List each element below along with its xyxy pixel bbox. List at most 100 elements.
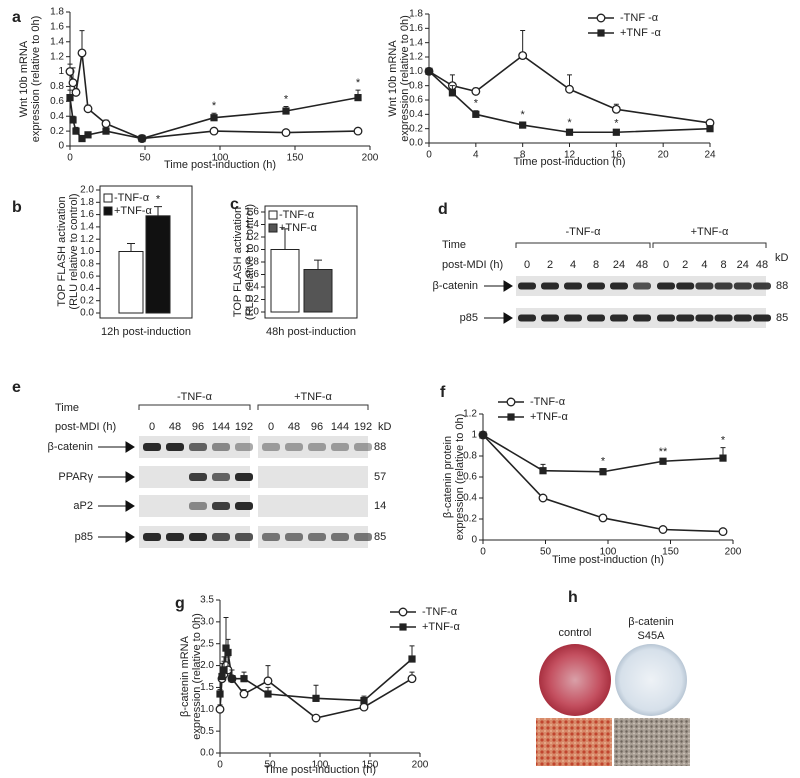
y-axis-label: expression (relative to 0h) <box>191 613 203 740</box>
blot-band <box>212 533 230 541</box>
y-tick-label: 2.5 <box>200 638 214 649</box>
panel-letter: a <box>12 9 21 26</box>
y-tick-label: 0.2 <box>463 514 477 525</box>
x-tick-label: 150 <box>287 153 304 164</box>
blot-band <box>331 533 349 541</box>
y-tick-label: 1.2 <box>80 234 94 245</box>
legend-marker <box>398 607 408 617</box>
data-point <box>210 114 218 122</box>
blot-band <box>564 314 582 322</box>
blot-band <box>235 502 253 510</box>
y-tick-label: 1.2 <box>245 232 259 243</box>
data-point <box>240 675 248 683</box>
y-tick-label: 0.0 <box>80 308 94 319</box>
group-bracket <box>515 242 651 248</box>
legend-label: +TNF-α <box>114 205 152 217</box>
plot-frame <box>264 205 358 319</box>
y-tick-label: 1.4 <box>245 219 259 230</box>
x-tick-label: 20 <box>658 150 670 161</box>
data-point <box>408 655 416 663</box>
blot-band <box>695 314 714 322</box>
data-point <box>102 127 110 135</box>
y-tick-label: 3.5 <box>200 595 214 606</box>
row-label: β-catenin <box>433 280 478 292</box>
data-point <box>209 126 219 136</box>
data-point <box>78 134 86 143</box>
y-tick-label: 1.6 <box>409 23 423 34</box>
y-axis-label: (RLU relative to control) <box>68 193 80 309</box>
blot-band <box>633 282 651 290</box>
data-point <box>598 513 608 523</box>
blot-background <box>258 436 368 458</box>
data-point <box>565 84 574 94</box>
error-bar <box>281 228 289 250</box>
blot-band <box>657 282 675 290</box>
y-axis-label: (RLU relative to control) <box>244 204 256 320</box>
data-point <box>612 128 620 136</box>
panel-letter: c <box>230 196 239 213</box>
data-point <box>282 107 290 115</box>
y-tick-label: 0.8 <box>80 258 94 269</box>
x-tick-label: 4 <box>473 150 479 161</box>
data-point <box>83 104 93 114</box>
data-point <box>216 690 224 698</box>
row-arrow <box>484 280 513 292</box>
lane-label: 192 <box>354 421 372 433</box>
data-point <box>239 689 249 699</box>
row-label: aP2 <box>73 500 93 512</box>
data-point <box>519 121 527 129</box>
data-point <box>471 86 481 96</box>
y-tick-label: 0.8 <box>245 257 259 268</box>
lane-label: 8 <box>593 259 599 271</box>
data-point <box>538 493 548 503</box>
data-point <box>472 110 480 118</box>
data-point <box>407 674 417 684</box>
panel-letter: f <box>440 384 446 401</box>
lane-label: 0 <box>524 259 530 271</box>
kd-header: kD <box>775 252 789 264</box>
data-point <box>281 128 291 138</box>
y-tick-label: 2.0 <box>200 660 214 671</box>
legend-label: -TNF-α <box>530 396 566 408</box>
data-point <box>101 119 111 129</box>
data-point <box>718 527 728 537</box>
kd-label: 57 <box>374 471 386 483</box>
y-tick-label: 1.0 <box>80 246 94 257</box>
row-arrow <box>484 312 513 324</box>
legend-label: -TNF-α <box>114 192 150 204</box>
data-point <box>659 457 667 465</box>
group-label: -TNF-α <box>565 226 601 238</box>
lane-label: 4 <box>570 259 576 271</box>
significance: * <box>212 100 217 112</box>
lane-label: 24 <box>613 259 625 271</box>
y-axis-label: TOP FLASH activation <box>232 207 244 317</box>
data-point <box>263 676 273 686</box>
kd-label: 85 <box>776 312 788 324</box>
lane-label: 4 <box>701 259 707 271</box>
y-axis-label: Wnt 10b mRNA <box>387 40 399 117</box>
y-tick-label: 1 <box>471 430 477 441</box>
bar <box>270 249 300 313</box>
data-point <box>448 89 457 97</box>
group-bracket <box>257 404 369 410</box>
data-point <box>359 702 369 712</box>
legend-label: +TNF-α <box>422 621 460 633</box>
lane-label: 2 <box>682 259 688 271</box>
row-arrow <box>98 531 135 543</box>
data-point <box>539 467 547 475</box>
y-tick-label: 1.4 <box>409 37 423 48</box>
error-bar <box>314 259 322 270</box>
series-line <box>69 96 359 140</box>
blot-band <box>189 533 207 541</box>
y-tick-label: 1.6 <box>80 209 94 220</box>
panel-h: h control β-catenin S45A <box>536 589 690 766</box>
y-tick-label: 1.6 <box>245 207 259 218</box>
significance: * <box>156 194 161 206</box>
lane-label: 8 <box>721 259 727 271</box>
data-point <box>479 431 487 439</box>
x-tick-label: 200 <box>362 153 379 164</box>
row-header: Time <box>442 239 466 251</box>
panel-letter: h <box>568 589 578 606</box>
micrograph <box>536 718 612 766</box>
